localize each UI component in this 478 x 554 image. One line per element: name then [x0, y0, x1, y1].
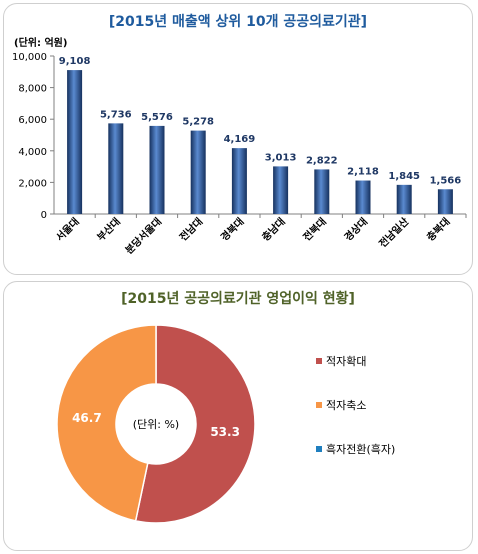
donut-slice: [56, 324, 157, 522]
slice-value-label: 53.3: [210, 425, 240, 439]
y-tick-label: 2,000: [18, 178, 47, 189]
legend-swatch: [316, 402, 322, 408]
revenue-bar: [190, 130, 206, 214]
donut-slice: [134, 324, 256, 524]
revenue-bar: [355, 180, 371, 214]
legend-label: 적자확대: [326, 355, 366, 368]
legend-label: 적자축소: [326, 399, 366, 412]
bar-value-label: 4,169: [224, 134, 256, 145]
bar-value-label: 2,118: [347, 167, 379, 178]
bar-value-label: 2,822: [306, 155, 338, 166]
revenue-bar: [149, 125, 165, 214]
donut-hole: [117, 385, 195, 463]
revenue-bar: [437, 189, 453, 214]
x-category-label: 전남일산: [376, 214, 412, 250]
revenue-bar: [396, 184, 412, 214]
slice-value-label: 46.7: [72, 411, 102, 425]
legend-label: 흑자전환(흑자): [326, 442, 395, 456]
y-tick-label: 6,000: [18, 115, 47, 126]
legend-swatch: [316, 358, 322, 364]
bar-value-label: 5,736: [100, 109, 132, 120]
operating-profit-chart-title: [2015년 공공의료기관 영업이익 현황]: [121, 291, 355, 307]
x-category-label: 전북대: [300, 215, 329, 244]
x-category-label: 충북대: [424, 215, 453, 244]
revenue-bar: [314, 169, 330, 214]
revenue-bar: [273, 166, 289, 214]
x-category-label: 경북대: [218, 215, 247, 244]
revenue-bar-chart: 0 2,000 4,000 6,000 8,000 10,000 9,108 서울대 5,73…: [12, 52, 467, 257]
bar-value-label: 1,845: [388, 171, 420, 182]
x-category-label: 부산대: [94, 215, 123, 244]
bar-value-label: 1,566: [430, 175, 462, 186]
bar-value-label: 9,108: [59, 56, 91, 67]
operating-profit-chart-panel: [2015년 공공의료기관 영업이익 현황] 53.3 46.7 (단위: %) 적…: [3, 281, 473, 551]
y-tick-label: 10,000: [12, 52, 47, 63]
x-category-label: 경상대: [341, 215, 370, 244]
x-category-label: 충남대: [259, 215, 288, 244]
legend-swatch: [316, 446, 322, 452]
y-tick-label: 4,000: [18, 147, 47, 158]
x-category-label: 분당서울대: [122, 215, 164, 257]
revenue-bar: [67, 70, 83, 214]
y-tick-label: 0: [41, 210, 47, 221]
revenue-chart-panel: [2015년 매출액 상위 10개 공공의료기관] (단위: 억원) 0 2,00…: [3, 3, 473, 275]
bar-value-label: 5,278: [182, 117, 214, 128]
revenue-bar: [231, 148, 247, 214]
revenue-unit-label: (단위: 억원): [14, 38, 68, 49]
y-tick-label: 8,000: [18, 84, 47, 95]
x-category-label: 전남대: [177, 215, 206, 244]
revenue-bar: [108, 123, 124, 214]
donut-center-label: (단위: %): [133, 418, 179, 431]
bar-value-label: 3,013: [265, 152, 297, 163]
bar-value-label: 5,576: [141, 112, 173, 123]
x-category-label: 서울대: [53, 215, 82, 244]
revenue-chart-title: [2015년 매출액 상위 10개 공공의료기관]: [108, 14, 368, 30]
